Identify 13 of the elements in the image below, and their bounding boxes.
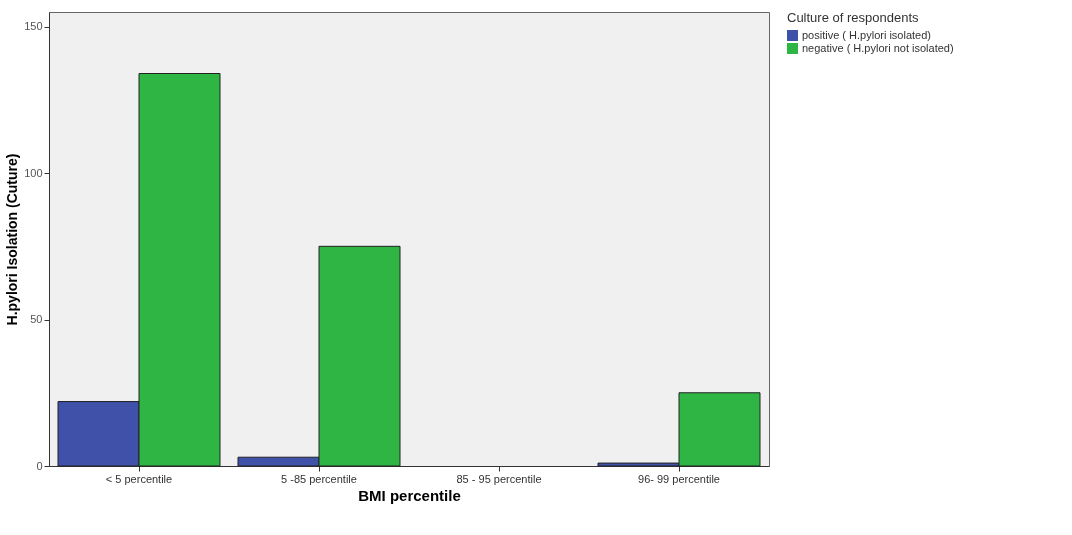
legend-label: negative ( H.pylori not isolated) xyxy=(802,41,954,54)
x-tick-label: 5 -85 percentile xyxy=(281,472,357,485)
y-tick-label: 100 xyxy=(24,166,43,179)
y-axis-title: H.pylori Isolation (Cuture) xyxy=(4,153,21,326)
y-tick-label: 50 xyxy=(30,313,43,326)
x-axis-title: BMI percentile xyxy=(358,486,461,504)
x-tick-label: 96- 99 percentile xyxy=(638,472,720,485)
y-tick-label: 0 xyxy=(36,459,43,472)
x-tick-label: 85 - 95 percentile xyxy=(456,472,542,485)
legend-label: positive ( H.pylori isolated) xyxy=(802,28,931,41)
y-tick-label: 150 xyxy=(24,20,43,33)
legend-title: Culture of respondents xyxy=(787,10,920,25)
x-tick-label: < 5 percentile xyxy=(105,472,173,485)
